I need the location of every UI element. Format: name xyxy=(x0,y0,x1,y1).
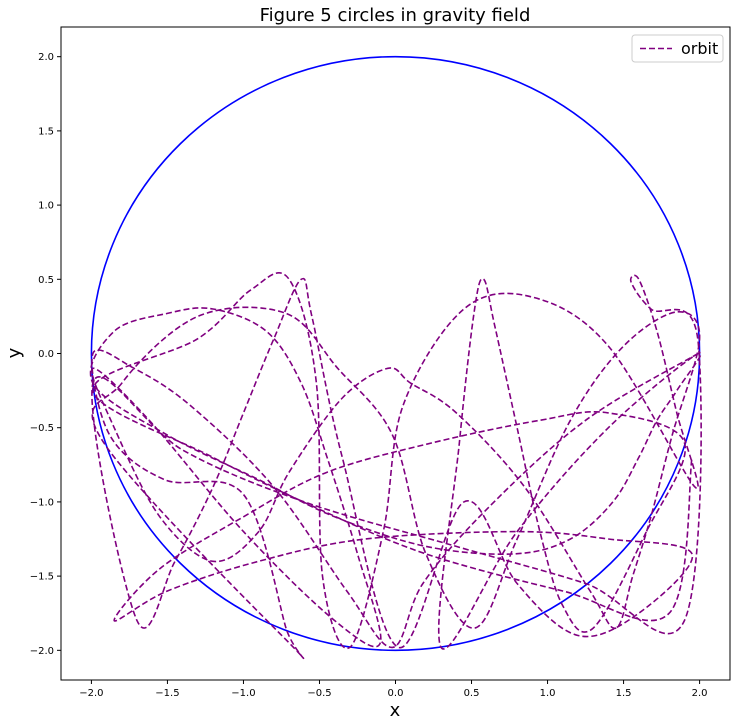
x-tick-label: −2.0 xyxy=(79,688,103,699)
x-tick-label: 1.0 xyxy=(540,688,556,699)
y-tick-label: 0.0 xyxy=(38,349,54,360)
y-tick-label: −1.0 xyxy=(30,497,54,508)
x-tick-label: 0.0 xyxy=(388,688,404,699)
series-line-orbit xyxy=(89,272,702,660)
chart-title: Figure 5 circles in gravity field xyxy=(260,5,531,26)
y-tick-label: −2.0 xyxy=(30,646,54,657)
legend-label-orbit: orbit xyxy=(681,39,718,58)
x-tick-label: 1.5 xyxy=(616,688,632,699)
x-tick-label: −1.0 xyxy=(231,688,255,699)
boundary-circle xyxy=(90,55,701,652)
x-tick-label: −1.5 xyxy=(155,688,179,699)
y-tick-label: 0.5 xyxy=(38,275,54,286)
x-axis-label: x xyxy=(390,700,401,721)
x-tick-label: 2.0 xyxy=(692,688,708,699)
y-tick-label: −1.5 xyxy=(30,572,54,583)
y-axis-label: y xyxy=(4,347,25,358)
y-tick-label: −0.5 xyxy=(30,423,54,434)
plot-area xyxy=(89,55,702,660)
legend-box xyxy=(631,34,724,63)
legend: orbit xyxy=(631,34,724,63)
axis-ticks: −2.0 −1.5 −1.0 −0.5 0.0 0.5 1.0 1.5 2.0 −2.0 −1.5 −… xyxy=(30,52,708,699)
x-tick-label: −0.5 xyxy=(307,688,331,699)
y-tick-label: 1.5 xyxy=(38,126,54,137)
x-tick-label: 0.5 xyxy=(464,688,480,699)
y-tick-label: 2.0 xyxy=(38,52,54,63)
y-tick-label: 1.0 xyxy=(38,201,54,212)
